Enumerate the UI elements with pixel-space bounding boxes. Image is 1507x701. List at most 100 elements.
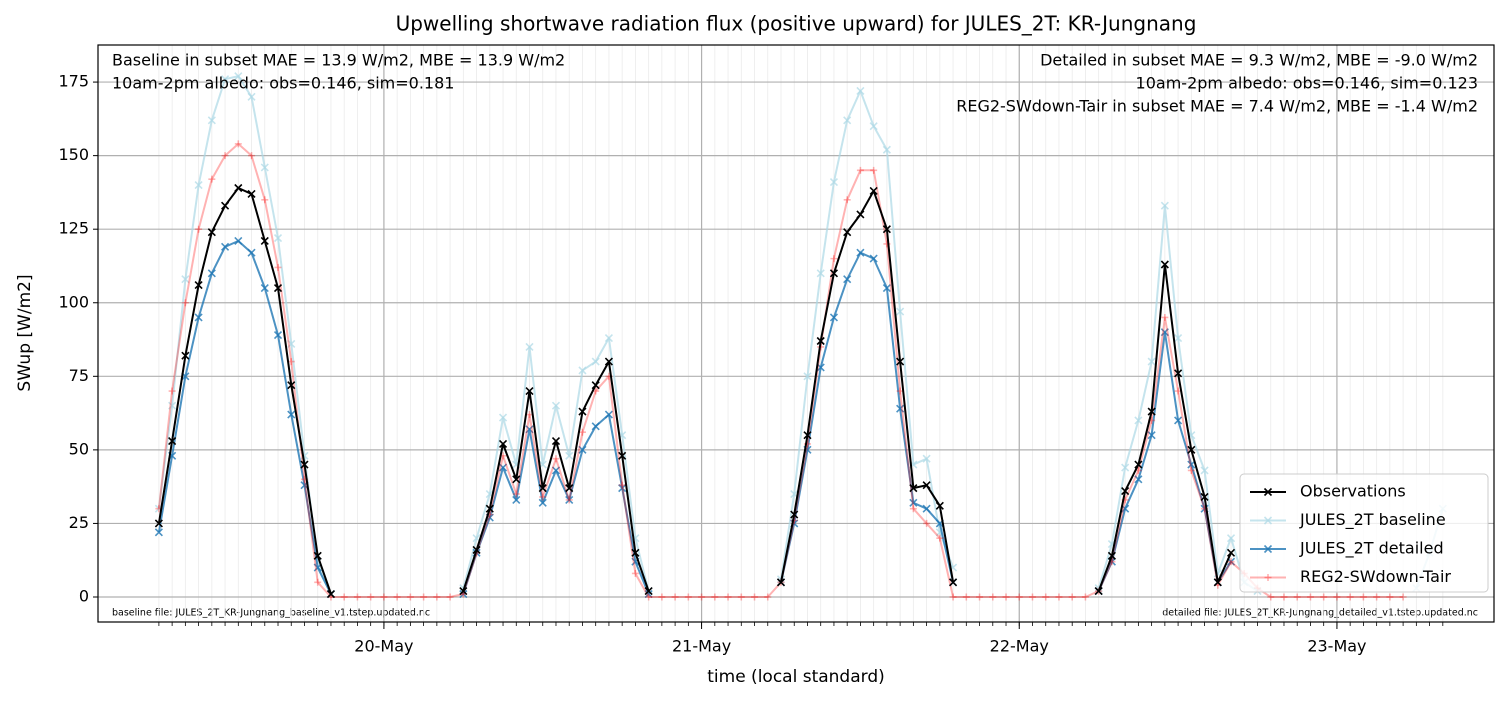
axes-frame (97, 44, 1495, 623)
data-point (207, 116, 216, 125)
data-point (936, 534, 944, 542)
data-point (1280, 593, 1288, 601)
data-point (896, 357, 905, 366)
data-point (989, 593, 997, 601)
data-point (843, 228, 852, 237)
data-point (181, 299, 189, 307)
data-point (645, 593, 653, 601)
data-point (565, 496, 573, 504)
data-point (512, 495, 521, 504)
data-point (194, 313, 203, 322)
data-point (631, 569, 639, 577)
data-point (314, 578, 322, 586)
legend-marker (1263, 516, 1273, 525)
data-point (870, 166, 878, 174)
data-point (406, 593, 414, 601)
data-point (1213, 578, 1222, 587)
data-point (843, 275, 852, 284)
data-point (922, 481, 931, 490)
data-point (1055, 593, 1063, 601)
data-point (1081, 593, 1089, 601)
data-point (552, 455, 560, 463)
data-point (856, 86, 865, 95)
data-point (221, 242, 230, 251)
data-point (1147, 431, 1156, 440)
data-point (578, 428, 586, 436)
data-point (909, 484, 918, 493)
data-point (1134, 475, 1143, 484)
data-point (247, 92, 256, 101)
data-point (181, 351, 190, 360)
data-point (776, 578, 786, 587)
data-point (287, 410, 296, 419)
data-point (591, 381, 600, 390)
data-point (644, 587, 653, 596)
data-point (525, 342, 534, 351)
x-tick-label: 23-May (1307, 637, 1366, 656)
data-point (1226, 548, 1236, 557)
data-point (830, 255, 838, 263)
data-point (829, 178, 839, 187)
data-point (658, 593, 666, 601)
data-point (1094, 587, 1103, 596)
y-tick-label: 50 (69, 439, 89, 458)
data-point (816, 336, 825, 346)
y-tick-label: 150 (58, 145, 89, 164)
footnote: baseline file: JULES_2T_KR-Jungnang_base… (112, 608, 430, 619)
data-point (1174, 369, 1183, 378)
legend-marker (1263, 544, 1273, 554)
data-point (485, 504, 494, 513)
data-point (751, 593, 759, 601)
data-point (671, 593, 679, 601)
data-point (1359, 593, 1367, 601)
data-point (248, 152, 256, 160)
y-tick-label: 175 (58, 72, 89, 91)
x-tick-label: 22-May (990, 637, 1049, 656)
data-point (234, 183, 243, 193)
legend-marker (1264, 574, 1272, 581)
data-point (1399, 593, 1407, 601)
data-point (976, 593, 984, 601)
data-point (234, 72, 243, 81)
data-point (326, 589, 336, 599)
data-point (698, 593, 706, 601)
data-point (1160, 328, 1169, 337)
data-point (922, 504, 931, 513)
data-point (551, 436, 561, 446)
legend-label: REG2-SWdown-Tair (1300, 567, 1451, 586)
data-point (168, 401, 177, 410)
y-tick-label: 125 (58, 219, 89, 238)
data-point (1134, 416, 1143, 425)
data-point (1187, 466, 1195, 474)
data-point (565, 495, 574, 504)
data-point (1200, 492, 1209, 502)
data-point (1174, 416, 1183, 425)
data-point (208, 175, 216, 183)
data-point (869, 254, 878, 263)
data-point (1134, 460, 1143, 469)
data-point (896, 404, 905, 413)
data-point (604, 357, 613, 366)
x-axis-label: time (local standard) (707, 667, 885, 687)
data-point (604, 410, 613, 419)
data-point (856, 166, 864, 174)
x-tick-label: 21-May (672, 637, 731, 656)
data-point (194, 281, 203, 290)
data-point (221, 75, 230, 84)
data-point (1042, 593, 1050, 601)
data-point (1226, 534, 1236, 543)
data-point (1121, 463, 1130, 472)
data-point (829, 269, 839, 278)
data-point (194, 180, 203, 190)
data-point (551, 401, 561, 410)
data-point (618, 451, 627, 460)
data-point (896, 307, 905, 316)
data-point (565, 484, 574, 493)
data-point (273, 331, 283, 340)
annotation: Baseline in subset MAE = 13.9 W/m2, MBE … (112, 51, 565, 70)
data-point (962, 593, 970, 601)
data-point (631, 548, 640, 557)
data-point (525, 386, 534, 396)
data-point (949, 578, 958, 587)
data-point (459, 589, 468, 599)
